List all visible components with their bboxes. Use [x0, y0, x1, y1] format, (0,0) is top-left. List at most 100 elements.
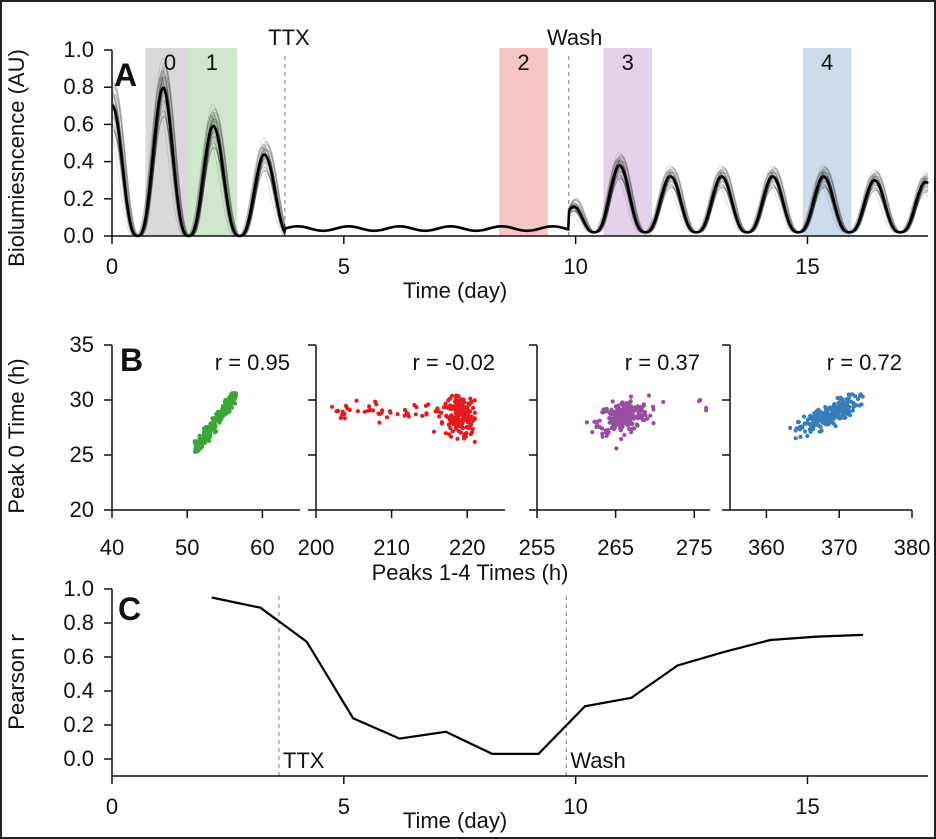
scatter-point	[424, 412, 429, 417]
scatter-point	[472, 439, 477, 444]
panel-letter: C	[118, 591, 141, 627]
scatter-point	[846, 408, 851, 413]
scatter-point	[455, 399, 461, 404]
scatter-point	[214, 429, 219, 434]
scatter-point	[343, 403, 348, 408]
scatter-point	[661, 399, 666, 405]
x-tick-label: 10	[563, 794, 587, 819]
scatter-point	[219, 409, 224, 414]
scatter-point	[818, 424, 823, 429]
y-tick-label: 1.0	[63, 576, 94, 601]
y-tick-label: 0.0	[63, 223, 94, 248]
scatter-point	[857, 403, 862, 408]
scatter-point	[461, 417, 466, 423]
scatter-point	[620, 400, 625, 405]
scatter-point	[470, 426, 475, 432]
window-label: 2	[517, 50, 529, 75]
scatter-point	[584, 420, 590, 425]
scatter-point	[211, 418, 217, 423]
scatter-point	[467, 416, 472, 421]
scatter-point	[604, 406, 609, 411]
scatter-point	[631, 416, 636, 421]
scatter-point	[651, 421, 656, 426]
y-tick-label: 30	[70, 387, 94, 412]
event-label: TTX	[268, 25, 310, 50]
scatter-point	[597, 418, 602, 423]
scatter-point	[824, 411, 829, 416]
scatter-point	[805, 433, 810, 439]
scatter-point	[795, 419, 801, 425]
scatter-point	[335, 408, 341, 413]
scatter-point	[645, 416, 650, 421]
x-tick-label: 60	[250, 535, 274, 560]
scatter-point	[464, 425, 469, 430]
scatter-point	[437, 414, 442, 419]
scatter-point	[621, 406, 626, 411]
scatter-point	[338, 415, 343, 421]
scatter-point	[212, 422, 217, 427]
y-tick-label: 0.6	[63, 644, 94, 669]
scatter-point	[223, 409, 228, 414]
scatter-point	[636, 411, 641, 416]
scatter-point	[629, 430, 634, 435]
window-label: 1	[206, 50, 218, 75]
scatter-point	[614, 416, 619, 421]
window-band	[802, 48, 852, 236]
x-tick-label: 360	[748, 535, 785, 560]
y-tick-label: 0.8	[63, 74, 94, 99]
x-tick-label: 15	[795, 794, 819, 819]
scatter-point	[439, 410, 444, 415]
scatter-point	[395, 412, 400, 417]
scatter-point	[850, 392, 855, 397]
x-tick-label: 380	[894, 535, 931, 560]
scatter-point	[625, 420, 630, 425]
scatter-point	[616, 406, 621, 411]
scatter-point	[454, 418, 459, 423]
scatter-point	[844, 397, 849, 402]
scatter-point	[376, 411, 381, 416]
scatter-point	[377, 420, 382, 425]
scatter-point	[209, 427, 214, 432]
scatter-point	[449, 434, 454, 439]
scatter-point	[817, 429, 822, 434]
scatter-point	[470, 405, 476, 411]
scatter-point	[819, 412, 825, 417]
scatter-point	[388, 410, 393, 415]
scatter-point	[198, 446, 203, 451]
scatter-point	[439, 421, 444, 426]
scatter-point	[433, 409, 438, 414]
scatter-point	[833, 424, 838, 429]
scatter-point	[634, 422, 640, 427]
scatter-point	[600, 434, 605, 439]
scatter-point	[468, 396, 473, 401]
x-tick-label: 0	[106, 254, 118, 279]
x-tick-label: 15	[795, 254, 819, 279]
scatter-point	[630, 426, 635, 431]
scatter-point	[203, 438, 209, 443]
scatter-point	[227, 395, 232, 400]
scatter-point	[220, 404, 225, 409]
scatter-point	[628, 399, 633, 404]
scatter-point	[831, 408, 836, 413]
scatter-point	[820, 415, 825, 421]
y-tick-label: 0.4	[63, 678, 94, 703]
scatter-point	[370, 408, 376, 413]
scatter-point	[472, 416, 477, 421]
scatter-point	[229, 404, 234, 409]
mean-trace-line	[111, 86, 929, 238]
scatter-point	[423, 403, 428, 408]
scatter-point	[197, 440, 202, 446]
scatter-point	[619, 436, 624, 442]
scatter-point	[829, 415, 834, 420]
y-tick-label: 0.0	[63, 746, 94, 771]
scatter-point	[448, 407, 453, 412]
y-tick-label: 0.2	[63, 712, 94, 737]
scatter-point	[841, 415, 847, 420]
scatter-point	[194, 444, 199, 449]
scatter-point	[604, 433, 609, 438]
y-tick-label: 0.2	[63, 186, 94, 211]
scatter-point	[373, 399, 378, 404]
x-axis-title: Time (day)	[403, 278, 507, 303]
scatter-point	[460, 426, 465, 431]
scatter-point	[696, 399, 702, 404]
